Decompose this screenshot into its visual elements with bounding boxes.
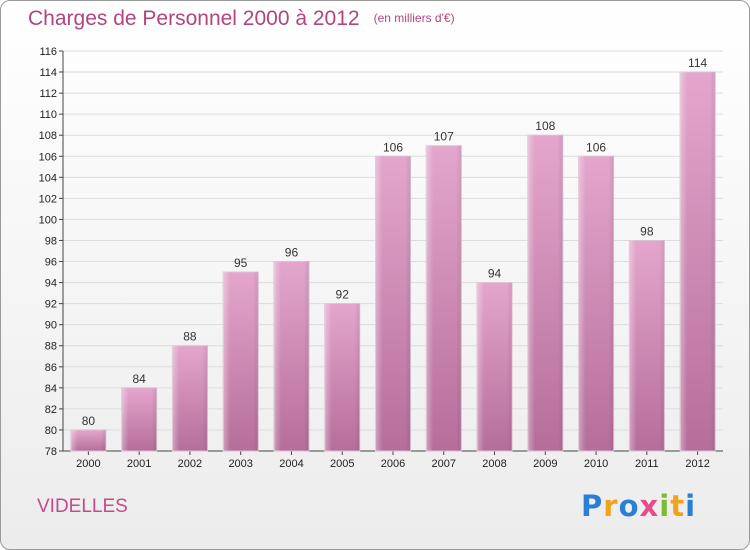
y-tick-label: 110	[39, 109, 57, 121]
y-tick-label: 92	[45, 299, 57, 311]
labels: 80 84 88 95 96 92 106 107 94 108 106 98 114	[82, 56, 708, 428]
bar-shade	[629, 240, 665, 451]
x-tick-label: 2003	[228, 458, 252, 470]
bar-shade	[426, 145, 462, 451]
bar-shade	[172, 345, 208, 451]
y-tick-label: 102	[39, 193, 57, 205]
y-tick-label: 104	[39, 172, 57, 184]
x-tick-label: 2009	[533, 458, 557, 470]
chart-title-text: Charges de Personnel 2000 à 2012	[28, 7, 360, 30]
logo-letter: i	[685, 489, 697, 523]
y-tick-label: 82	[45, 404, 57, 416]
bar-shade	[273, 261, 309, 451]
y-tick-label: 86	[45, 362, 57, 374]
value-label: 92	[336, 288, 350, 302]
bar-shade	[121, 387, 157, 451]
chart-title: Charges de Personnel 2000 à 2012 (en mill…	[28, 7, 455, 31]
y-tick-label: 80	[45, 425, 57, 437]
bars	[70, 71, 716, 452]
x-tick-label: 2005	[330, 458, 354, 470]
bar-shade	[477, 282, 513, 451]
value-label: 84	[132, 372, 146, 386]
y-tick-label: 96	[45, 257, 57, 269]
bar-shade	[680, 72, 716, 451]
bar-shade	[324, 303, 360, 451]
value-label: 96	[285, 246, 299, 260]
y-tick-label: 78	[45, 446, 57, 458]
y-tick-label: 84	[45, 383, 57, 395]
value-label: 106	[383, 140, 403, 154]
y-tick-label: 98	[45, 235, 57, 247]
y-tick-label: 116	[39, 46, 57, 58]
logo-letter: t	[670, 489, 686, 523]
x-tick-label: 2012	[685, 458, 709, 470]
logo-letter: i	[659, 489, 671, 523]
x-tick-label: 2001	[127, 458, 151, 470]
x-tick-label: 2006	[381, 458, 405, 470]
bar-shade	[375, 156, 411, 451]
proxiti-logo: Proxiti	[581, 489, 696, 523]
value-label: 106	[586, 140, 606, 154]
value-label: 114	[688, 56, 707, 70]
bar-shade	[70, 429, 106, 451]
y-tick-label: 100	[39, 214, 57, 226]
logo-letter: r	[603, 489, 619, 523]
x-tick-label: 2000	[76, 458, 100, 470]
bar-shade	[223, 272, 259, 451]
value-label: 98	[640, 224, 654, 238]
x-tick-label: 2002	[178, 458, 202, 470]
value-label: 80	[82, 414, 96, 428]
logo-letter: x	[639, 489, 660, 523]
value-label: 94	[488, 267, 502, 281]
x-tick-label: 2008	[482, 458, 506, 470]
y-tick-label: 90	[45, 320, 57, 332]
x-tick-label: 2004	[279, 458, 303, 470]
value-label: 107	[434, 130, 454, 144]
value-label: 88	[183, 330, 197, 344]
chart-subtitle: (en milliers d'€)	[373, 11, 455, 25]
x-tick-label: 2010	[584, 458, 608, 470]
x-tick-label: 2007	[432, 458, 456, 470]
x-tick-label: 2011	[635, 458, 659, 470]
y-tick-label: 88	[45, 341, 57, 353]
y-tick-label: 114	[39, 67, 57, 79]
value-label: 108	[535, 119, 555, 133]
logo-letter: o	[618, 489, 640, 523]
bar-shade	[527, 135, 563, 452]
bar-shade	[578, 156, 614, 451]
y-tick-label: 94	[45, 278, 57, 290]
y-tick-label: 112	[39, 88, 57, 100]
value-label: 95	[234, 256, 248, 270]
commune-name: VIDELLES	[37, 496, 128, 517]
y-tick-label: 106	[39, 151, 57, 163]
y-tick-label: 108	[39, 130, 57, 142]
logo-letter: P	[581, 489, 604, 523]
